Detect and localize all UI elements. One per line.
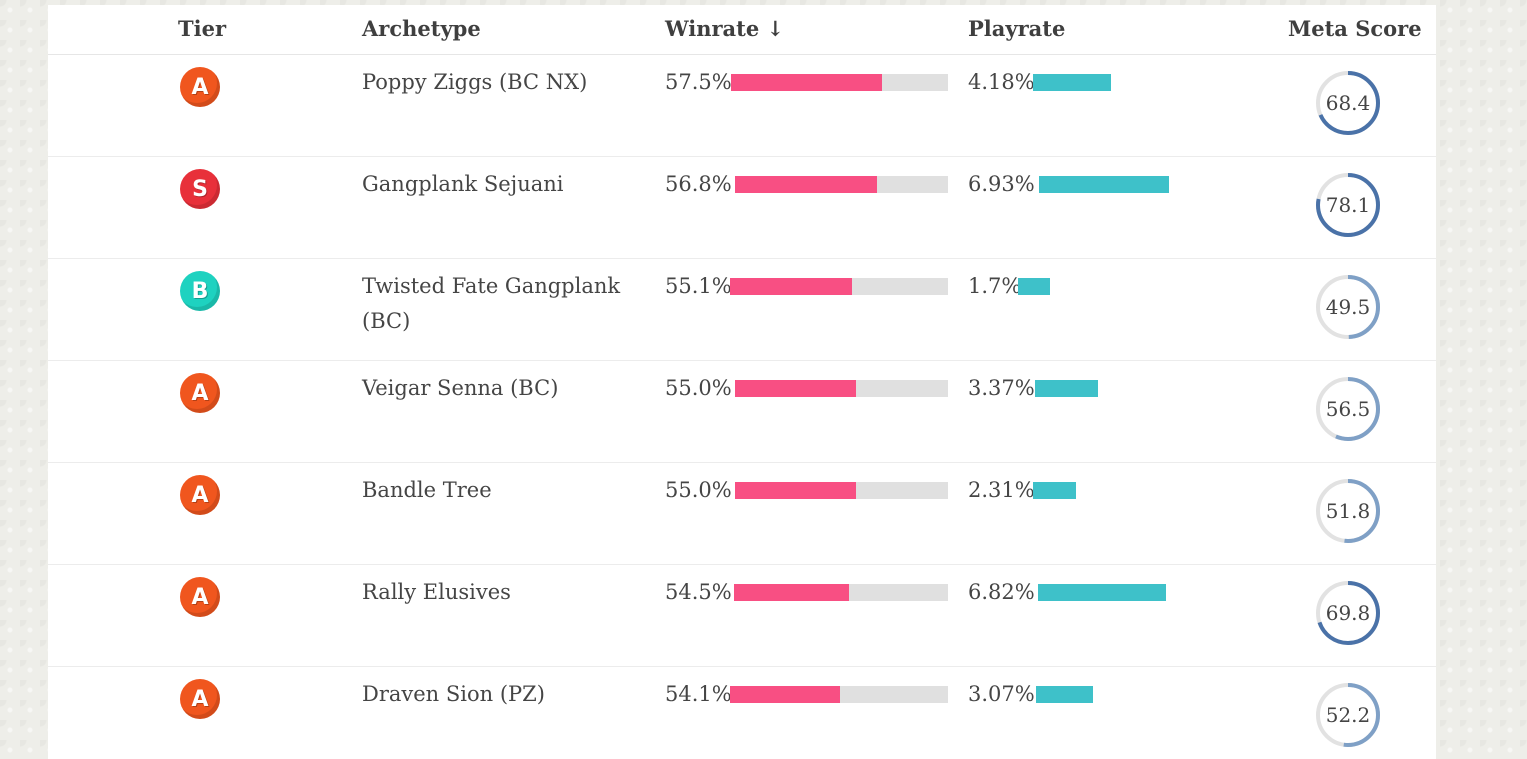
archetype-name[interactable]: Gangplank Sejuani: [362, 172, 564, 196]
playrate-value: 1.7%: [968, 274, 1022, 298]
archetype-name[interactable]: Veigar Senna (BC): [362, 376, 559, 400]
meta-score-ring-arc: [1316, 71, 1380, 135]
deck-table: Tier Archetype Winrate ↓ Playrate Meta S…: [48, 5, 1436, 759]
playrate-value: 4.18%: [968, 70, 1035, 94]
meta-score-ring-arc: [1316, 581, 1380, 645]
tier-badge-icon: B: [180, 271, 220, 311]
playrate-value: 3.07%: [968, 682, 1035, 706]
meta-score-ring: 49.5: [1314, 273, 1382, 341]
winrate-bar-track: [735, 482, 948, 499]
winrate-bar-track: [734, 584, 948, 601]
winrate-value: 57.5%: [665, 70, 732, 94]
meta-score-ring: 51.8: [1314, 477, 1382, 545]
playrate-bar-fill: [1033, 482, 1076, 499]
playrate-bar-fill: [1035, 380, 1098, 397]
winrate-bar-fill: [734, 584, 849, 601]
winrate-bar-fill: [730, 278, 852, 295]
meta-score-ring-arc: [1316, 275, 1380, 339]
archetype-column-header[interactable]: Archetype: [362, 16, 481, 41]
table-row[interactable]: A Draven Sion (PZ) 54.1% 3.07% 52.2: [48, 667, 1436, 759]
winrate-bar-fill: [735, 482, 856, 499]
meta-score-value: 51.8: [1325, 499, 1371, 523]
playrate-bar-fill: [1018, 278, 1050, 295]
meta-score-ring-arc: [1316, 377, 1380, 441]
meta-score-value: 78.1: [1325, 193, 1371, 217]
tier-badge-icon: A: [180, 373, 220, 413]
winrate-value: 55.0%: [665, 478, 732, 502]
archetype-name[interactable]: Draven Sion (PZ): [362, 682, 545, 706]
meta-score-ring-arc: [1316, 173, 1380, 237]
table-row[interactable]: A Bandle Tree 55.0% 2.31% 51.8: [48, 463, 1436, 565]
tier-badge-icon: A: [180, 577, 220, 617]
meta-score-ring: 69.8: [1314, 579, 1382, 647]
meta-score-ring: 68.4: [1314, 69, 1382, 137]
meta-score-value: 52.2: [1325, 703, 1371, 727]
archetype-name[interactable]: Poppy Ziggs (BC NX): [362, 70, 588, 94]
meta-score-value: 49.5: [1325, 295, 1371, 319]
winrate-bar-track: [731, 74, 948, 91]
table-row[interactable]: B Twisted Fate Gangplank (BC) 55.1% 1.7% 49.…: [48, 259, 1436, 361]
playrate-value: 6.93%: [968, 172, 1035, 196]
winrate-bar-fill: [735, 176, 877, 193]
playrate-bar-fill: [1038, 584, 1166, 601]
winrate-bar-fill: [730, 686, 840, 703]
table-row[interactable]: A Rally Elusives 54.5% 6.82% 69.8: [48, 565, 1436, 667]
tier-badge-icon: A: [180, 475, 220, 515]
meta-score-ring: 78.1: [1314, 171, 1382, 239]
winrate-value: 54.5%: [665, 580, 732, 604]
playrate-bar-fill: [1039, 176, 1169, 193]
winrate-bar-track: [735, 176, 948, 193]
meta-score-value: 68.4: [1325, 91, 1371, 115]
meta-score-value: 69.8: [1325, 601, 1371, 625]
meta-score-value: 56.5: [1325, 397, 1371, 421]
tier-column-header[interactable]: Tier: [178, 16, 227, 41]
playrate-value: 3.37%: [968, 376, 1035, 400]
meta-score-ring: 56.5: [1314, 375, 1382, 443]
archetype-name[interactable]: Rally Elusives: [362, 580, 511, 604]
winrate-bar-track: [735, 380, 948, 397]
meta-score-ring: 52.2: [1314, 681, 1382, 749]
winrate-bar-track: [730, 686, 948, 703]
table-row[interactable]: S Gangplank Sejuani 56.8% 6.93% 78.1: [48, 157, 1436, 259]
table-header: Tier Archetype Winrate ↓ Playrate Meta S…: [48, 5, 1436, 55]
playrate-bar-fill: [1033, 74, 1111, 91]
archetype-name[interactable]: Twisted Fate Gangplank (BC): [362, 274, 621, 333]
table-row[interactable]: A Poppy Ziggs (BC NX) 57.5% 4.18% 68.4: [48, 55, 1436, 157]
meta-score-ring-arc: [1316, 683, 1380, 747]
playrate-value: 6.82%: [968, 580, 1035, 604]
archetype-name[interactable]: Bandle Tree: [362, 478, 492, 502]
meta-score-column-header[interactable]: Meta Score: [1288, 16, 1422, 41]
winrate-value: 56.8%: [665, 172, 732, 196]
tier-badge-icon: S: [180, 169, 220, 209]
winrate-bar-track: [730, 278, 948, 295]
playrate-bar-fill: [1036, 686, 1093, 703]
winrate-value: 54.1%: [665, 682, 732, 706]
winrate-column-header[interactable]: Winrate ↓: [665, 16, 785, 41]
meta-score-ring-arc: [1316, 479, 1380, 543]
table-row[interactable]: A Veigar Senna (BC) 55.0% 3.37% 56.5: [48, 361, 1436, 463]
tier-badge-icon: A: [180, 679, 220, 719]
playrate-value: 2.31%: [968, 478, 1035, 502]
winrate-bar-fill: [735, 380, 856, 397]
winrate-bar-fill: [731, 74, 882, 91]
winrate-value: 55.0%: [665, 376, 732, 400]
winrate-value: 55.1%: [665, 274, 732, 298]
playrate-column-header[interactable]: Playrate: [968, 16, 1066, 41]
tier-badge-icon: A: [180, 67, 220, 107]
